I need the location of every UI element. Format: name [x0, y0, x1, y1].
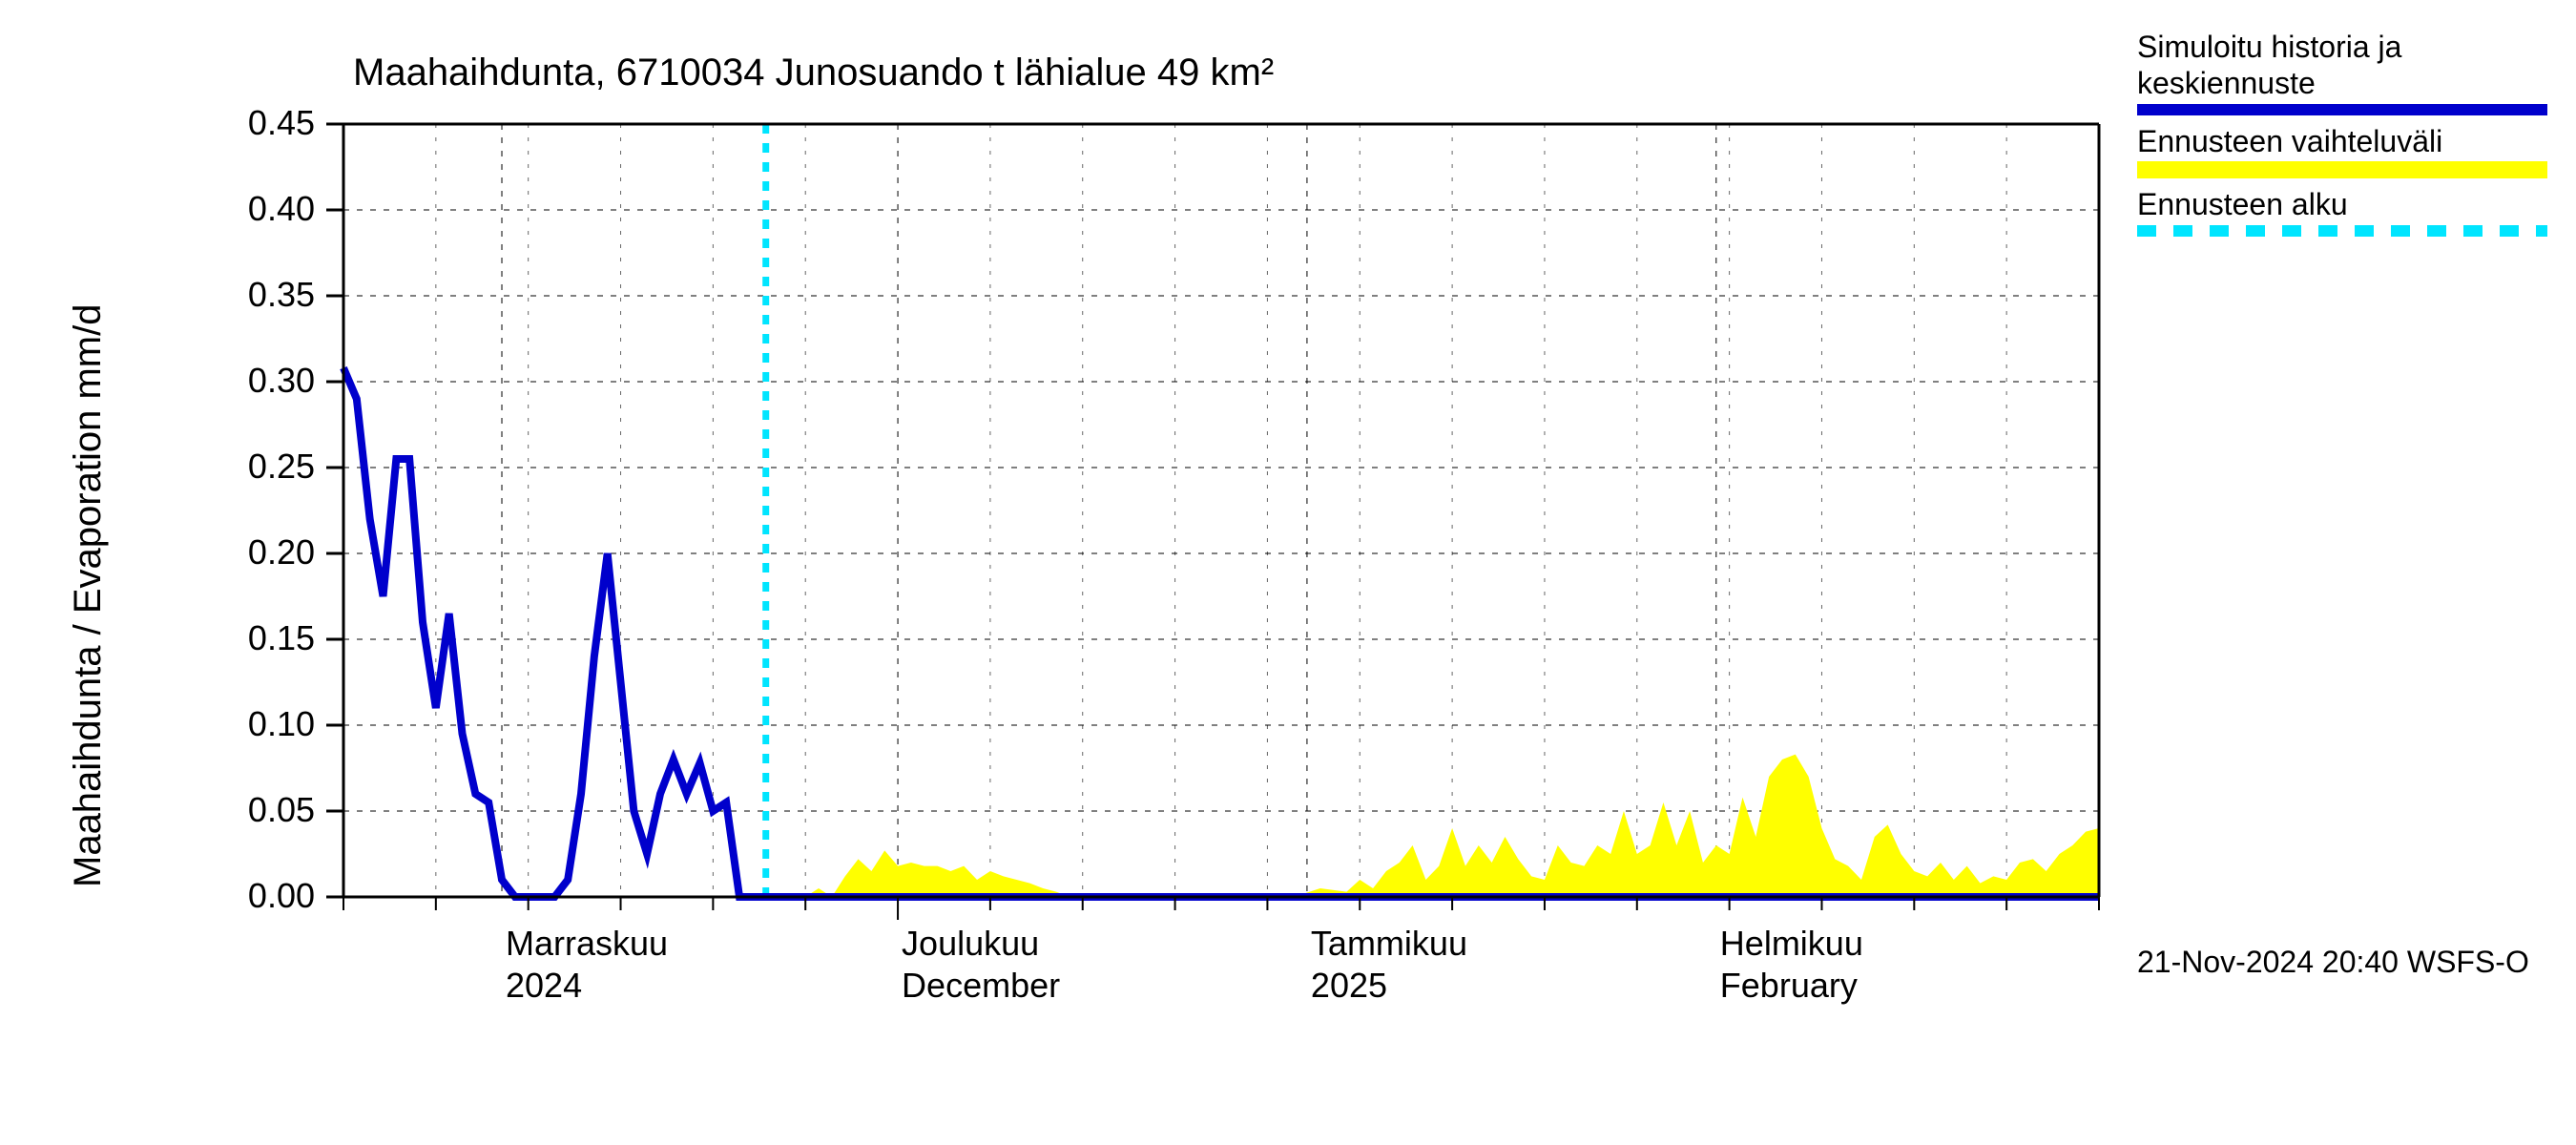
- x-month-sublabel: 2024: [506, 966, 582, 1006]
- y-tick-label: 0.15: [200, 618, 315, 658]
- legend-swatch: [2137, 161, 2547, 178]
- x-month-label: Joulukuu: [902, 924, 1039, 964]
- legend: Simuloitu historia jakeskiennuste Ennuste…: [2137, 29, 2547, 244]
- y-tick-label: 0.35: [200, 275, 315, 315]
- y-tick-label: 0.10: [200, 704, 315, 744]
- y-tick-label: 0.30: [200, 361, 315, 401]
- y-tick-label: 0.25: [200, 447, 315, 487]
- x-month-label: Helmikuu: [1720, 924, 1863, 964]
- legend-label: keskiennuste: [2137, 65, 2547, 101]
- x-month-sublabel: February: [1720, 966, 1858, 1006]
- y-tick-label: 0.40: [200, 189, 315, 229]
- legend-item: Ennusteen vaihteluväli: [2137, 123, 2547, 178]
- legend-label: Ennusteen alku: [2137, 186, 2547, 222]
- x-month-label: Marraskuu: [506, 924, 668, 964]
- y-tick-label: 0.00: [200, 876, 315, 916]
- chart-title: Maahaihdunta, 6710034 Junosuando t lähia…: [353, 52, 1274, 94]
- legend-swatch: [2137, 104, 2547, 115]
- legend-item: Ennusteen alku: [2137, 186, 2547, 236]
- y-axis-label: Maahaihdunta / Evaporation mm/d: [67, 304, 110, 887]
- legend-label: Simuloitu historia ja: [2137, 29, 2547, 65]
- chart-container: Maahaihdunta, 6710034 Junosuando t lähia…: [0, 0, 2576, 1145]
- x-month-sublabel: 2025: [1311, 966, 1387, 1006]
- x-month-label: Tammikuu: [1311, 924, 1467, 964]
- legend-item: Simuloitu historia jakeskiennuste: [2137, 29, 2547, 115]
- footer-timestamp: 21-Nov-2024 20:40 WSFS-O: [2137, 945, 2529, 980]
- y-tick-label: 0.05: [200, 790, 315, 830]
- legend-swatch: [2137, 225, 2547, 237]
- x-month-sublabel: December: [902, 966, 1060, 1006]
- y-tick-label: 0.45: [200, 103, 315, 143]
- y-tick-label: 0.20: [200, 532, 315, 572]
- legend-label: Ennusteen vaihteluväli: [2137, 123, 2547, 159]
